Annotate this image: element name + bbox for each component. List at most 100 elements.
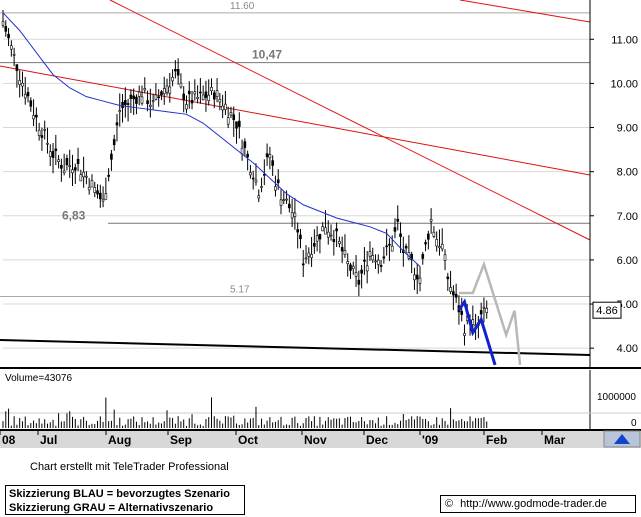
price-candle (174, 69, 177, 72)
price-candle (229, 112, 233, 116)
price-candle (168, 86, 172, 94)
copyright-box[interactable]: © http://www.godmode-trader.de (440, 495, 636, 513)
price-candle (4, 26, 8, 32)
price-candle (385, 245, 388, 248)
price-candle (1, 21, 5, 26)
scenario-blue-path (457, 298, 497, 366)
y-tick-label: 5.00 (617, 299, 638, 311)
price-candle (449, 287, 452, 292)
price-candle (429, 219, 433, 222)
price-candle (165, 85, 169, 93)
last-price-label: 4.86 (596, 305, 617, 317)
price-candle (238, 120, 241, 127)
price-candle (126, 103, 130, 105)
price-candle (290, 212, 294, 219)
price-candle (324, 227, 327, 235)
price-candle (110, 153, 113, 160)
price-candle (96, 190, 99, 195)
price-candle (332, 238, 336, 243)
price-candle (335, 228, 338, 232)
x-tick-label: Nov (304, 433, 327, 447)
price-candle (254, 179, 258, 183)
price-candle (32, 115, 35, 120)
source-url[interactable]: http://www.godmode-trader.de (460, 498, 607, 510)
price-candle (326, 231, 330, 238)
price-candle (51, 151, 55, 158)
price-candle (454, 293, 458, 298)
price-candle (299, 234, 302, 240)
level-label: 6,83 (62, 208, 86, 222)
price-candle (452, 291, 455, 296)
price-candle (196, 96, 199, 100)
chart-background (0, 0, 641, 460)
price-candle (10, 45, 13, 50)
price-candle (354, 272, 358, 277)
price-candle (246, 153, 249, 158)
price-candle (76, 158, 80, 164)
price-candle (26, 92, 30, 97)
price-candle (162, 88, 166, 95)
price-candle (482, 306, 486, 309)
price-candle (379, 265, 383, 267)
scenario-paths (457, 260, 522, 366)
price-candle (187, 90, 191, 95)
price-candle (37, 129, 41, 136)
price-candle (349, 264, 352, 271)
trend-line (109, 0, 591, 241)
price-candle (65, 158, 69, 166)
volume-tick-label: 1000000 (597, 392, 636, 403)
price-candle (46, 142, 49, 145)
price-candle (35, 114, 38, 118)
price-candle (368, 251, 372, 257)
price-candle (146, 100, 149, 105)
price-candle (310, 254, 313, 258)
x-axis: 08 Jul Aug Sep Oct Nov Dec '09 Feb Mar (0, 429, 641, 448)
price-candle (338, 241, 341, 244)
price-candle (132, 95, 135, 100)
trend-line (0, 65, 591, 176)
axes: 11.00 10.00 9.00 8.00 7.00 6.00 5.00 4.00 4.86 (0, 0, 641, 369)
y-tick-label: 4.00 (617, 343, 638, 355)
price-candle (149, 104, 152, 107)
price-candle (235, 121, 238, 129)
price-candle (151, 100, 155, 102)
price-candle (274, 186, 277, 191)
price-candle (285, 198, 288, 201)
price-candle (443, 254, 447, 261)
price-candle (12, 53, 16, 56)
price-candle (357, 279, 361, 285)
price-candle (485, 308, 489, 313)
price-candle (471, 319, 475, 325)
price-candle (257, 195, 261, 199)
price-candle (224, 103, 227, 110)
price-candle (210, 87, 213, 92)
price-candle (413, 274, 416, 281)
price-candle (82, 171, 85, 178)
price-candle (432, 231, 436, 237)
price-candle (315, 235, 319, 242)
price-candle (346, 261, 350, 265)
price-candle (129, 94, 133, 100)
moving-average-line (2, 12, 421, 267)
copyright-icon: © (445, 498, 454, 510)
price-candle (104, 193, 108, 200)
price-candle (90, 180, 94, 188)
price-candle (190, 99, 194, 104)
last-price-box (592, 301, 622, 319)
price-candle (207, 94, 211, 101)
x-tick-label: '09 (422, 433, 439, 447)
price-candle (15, 64, 19, 72)
price-candle (215, 90, 219, 97)
price-candle (329, 234, 333, 237)
price-candle (201, 94, 205, 100)
price-candle (260, 186, 263, 188)
price-candle (60, 164, 63, 169)
price-candle (390, 245, 394, 252)
x-axis-band (0, 430, 641, 448)
y-tick-label: 7.00 (617, 211, 638, 223)
price-candle (388, 243, 391, 246)
price-candle (62, 170, 66, 174)
price-candle (71, 169, 74, 174)
grid (3, 38, 590, 349)
price-candle (418, 277, 422, 284)
